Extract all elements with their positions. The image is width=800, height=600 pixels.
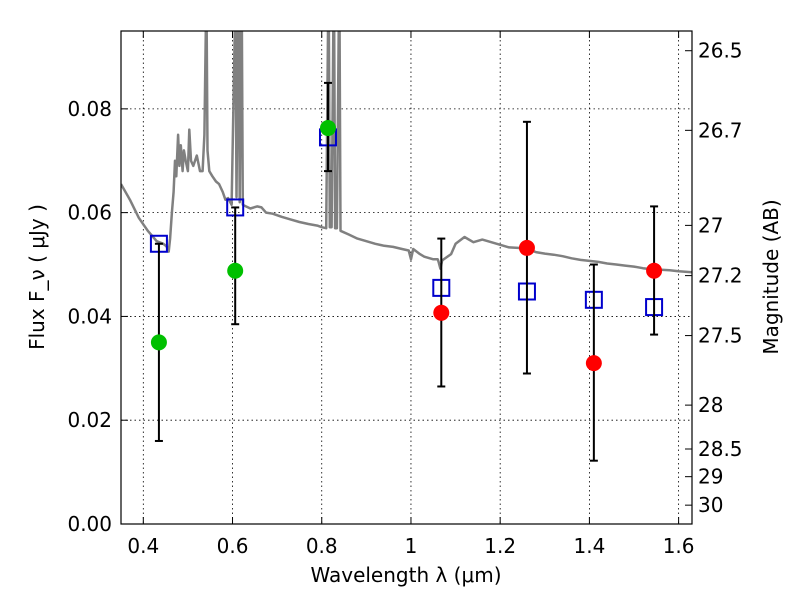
y-tick-label: 0.04 <box>67 304 112 328</box>
plot-frame <box>120 30 693 525</box>
y-tick-label: 0.08 <box>67 97 112 121</box>
y-axis-label: Flux F_ν ( μJy ) <box>25 204 49 350</box>
observed-point <box>319 120 336 137</box>
observed-point <box>646 262 663 279</box>
x-tick-label: 0.8 <box>306 534 338 558</box>
right-axis-label: Magnitude (AB) <box>759 199 783 354</box>
observed-point <box>227 262 244 279</box>
mag-tick-label: 28.5 <box>698 437 743 461</box>
observed-point <box>585 355 602 372</box>
mag-tick-label: 27.2 <box>698 264 743 288</box>
mag-tick-label: 27.5 <box>698 324 743 348</box>
model-sed-line <box>121 31 692 274</box>
x-tick-labels: 0.4 0.6 0.8 1 1.2 1.4 1.6 <box>127 534 694 558</box>
x-tick-label: 0.4 <box>127 534 159 558</box>
y-tick-label: 0.06 <box>67 201 112 225</box>
x-tick-label: 1.2 <box>484 534 516 558</box>
mag-tick-label: 28 <box>698 393 723 417</box>
x-tick-label: 1 <box>405 534 418 558</box>
mag-tick-label: 27 <box>698 213 723 237</box>
observed-point <box>150 334 167 351</box>
observed-point <box>433 304 450 321</box>
grid <box>121 31 692 525</box>
axis-ticks <box>121 31 692 525</box>
y-tick-label: 0.02 <box>67 408 112 432</box>
x-tick-label: 0.6 <box>217 534 249 558</box>
mag-tick-label: 26.7 <box>698 118 743 142</box>
x-tick-label: 1.4 <box>573 534 605 558</box>
series <box>121 31 692 462</box>
observed-point <box>518 239 535 256</box>
mag-tick-label: 26.5 <box>698 39 743 63</box>
mag-tick-label: 30 <box>698 493 723 517</box>
x-axis-label: Wavelength λ (μm) <box>310 563 501 587</box>
magnitude-tick-labels: 26.5 26.7 27 27.2 27.5 28 28.5 29 30 <box>698 39 743 517</box>
y-tick-labels: 0.00 0.02 0.04 0.06 0.08 <box>67 97 112 536</box>
mag-tick-label: 29 <box>698 465 723 489</box>
y-tick-label: 0.00 <box>67 512 112 536</box>
x-tick-label: 1.6 <box>663 534 695 558</box>
